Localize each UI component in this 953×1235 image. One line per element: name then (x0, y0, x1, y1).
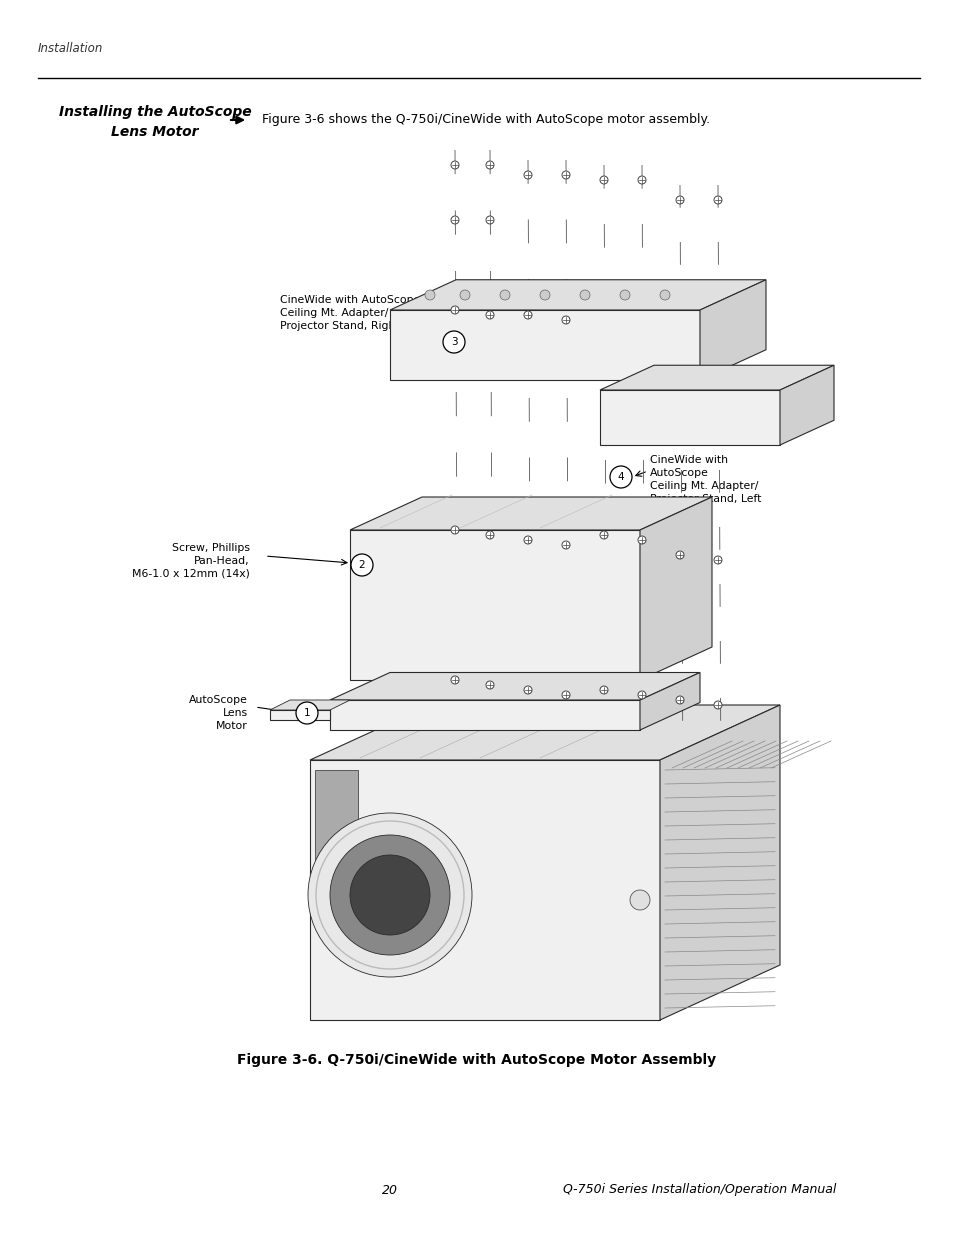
Circle shape (451, 676, 458, 684)
Polygon shape (390, 310, 700, 380)
Circle shape (659, 290, 669, 300)
Circle shape (451, 161, 458, 169)
Circle shape (599, 531, 607, 538)
Circle shape (676, 196, 683, 204)
Circle shape (629, 890, 649, 910)
Polygon shape (350, 530, 639, 680)
Circle shape (485, 680, 494, 689)
Text: Figure 3-6. Q-750i/CineWide with AutoScope Motor Assembly: Figure 3-6. Q-750i/CineWide with AutoSco… (237, 1053, 716, 1067)
Circle shape (485, 531, 494, 538)
Circle shape (523, 685, 532, 694)
Polygon shape (270, 700, 350, 710)
Text: Q-750i Series Installation/Operation Manual: Q-750i Series Installation/Operation Man… (562, 1183, 836, 1197)
Text: Ceiling Mt. Adapter/: Ceiling Mt. Adapter/ (280, 308, 388, 317)
Text: Lens: Lens (223, 708, 248, 718)
Circle shape (351, 555, 373, 576)
Circle shape (451, 216, 458, 224)
Circle shape (638, 692, 645, 699)
Text: M6-1.0 x 12mm (14x): M6-1.0 x 12mm (14x) (132, 569, 250, 579)
Polygon shape (310, 760, 659, 1020)
Text: Screw, Phillips: Screw, Phillips (172, 543, 250, 553)
Circle shape (308, 813, 472, 977)
Text: AutoScope: AutoScope (649, 468, 708, 478)
Circle shape (638, 177, 645, 184)
Circle shape (676, 551, 683, 559)
Polygon shape (599, 390, 780, 445)
Polygon shape (390, 280, 765, 310)
Circle shape (523, 536, 532, 543)
Circle shape (424, 290, 435, 300)
Polygon shape (599, 366, 833, 390)
Circle shape (523, 311, 532, 319)
Text: 3: 3 (450, 337, 456, 347)
Polygon shape (350, 496, 711, 530)
Polygon shape (270, 710, 330, 720)
Circle shape (459, 290, 470, 300)
Circle shape (619, 290, 629, 300)
Text: Ceiling Mt. Adapter/: Ceiling Mt. Adapter/ (649, 480, 758, 492)
Circle shape (442, 331, 464, 353)
Circle shape (561, 541, 569, 550)
Polygon shape (780, 366, 833, 445)
Text: CineWide with: CineWide with (649, 454, 727, 466)
Text: 4: 4 (617, 472, 623, 482)
Text: 1: 1 (303, 708, 310, 718)
Circle shape (485, 216, 494, 224)
Text: Figure 3-6 shows the Q-750i/CineWide with AutoScope motor assembly.: Figure 3-6 shows the Q-750i/CineWide wit… (262, 114, 709, 126)
Polygon shape (659, 705, 780, 1020)
Circle shape (561, 170, 569, 179)
Circle shape (499, 290, 510, 300)
Circle shape (638, 536, 645, 543)
Circle shape (295, 701, 317, 724)
Text: Pan-Head,: Pan-Head, (194, 556, 250, 566)
Circle shape (599, 685, 607, 694)
Text: AutoScope: AutoScope (189, 695, 248, 705)
Circle shape (676, 697, 683, 704)
Text: Installation: Installation (38, 42, 103, 54)
Text: Projector Stand, Right: Projector Stand, Right (280, 321, 399, 331)
Circle shape (523, 170, 532, 179)
Circle shape (713, 556, 721, 564)
Circle shape (713, 196, 721, 204)
Polygon shape (330, 700, 639, 730)
Polygon shape (639, 496, 711, 680)
Polygon shape (314, 769, 357, 869)
Text: Motor: Motor (216, 721, 248, 731)
Text: CineWide with AutoScope: CineWide with AutoScope (280, 295, 420, 305)
Circle shape (609, 466, 631, 488)
Circle shape (350, 855, 430, 935)
Text: Lens Motor: Lens Motor (112, 125, 198, 140)
Polygon shape (330, 673, 700, 700)
Circle shape (451, 306, 458, 314)
Circle shape (485, 311, 494, 319)
Polygon shape (700, 280, 765, 380)
Text: Projector Stand, Left: Projector Stand, Left (649, 494, 760, 504)
Circle shape (579, 290, 589, 300)
Circle shape (451, 526, 458, 534)
Text: Installing the AutoScope: Installing the AutoScope (59, 105, 251, 119)
Text: 20: 20 (381, 1183, 397, 1197)
Text: 2: 2 (358, 559, 365, 571)
Circle shape (485, 161, 494, 169)
Circle shape (330, 835, 450, 955)
Circle shape (539, 290, 550, 300)
Circle shape (561, 316, 569, 324)
Polygon shape (310, 705, 780, 760)
Circle shape (713, 701, 721, 709)
Polygon shape (639, 673, 700, 730)
Circle shape (561, 692, 569, 699)
Circle shape (599, 177, 607, 184)
